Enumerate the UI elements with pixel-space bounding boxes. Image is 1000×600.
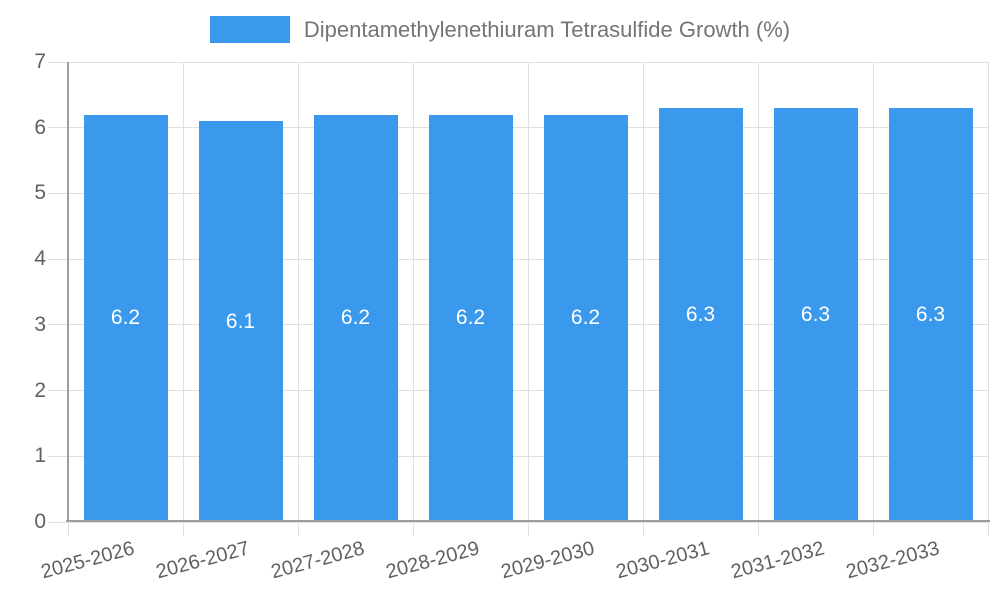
bar-value-label: 6.2 [340, 306, 371, 330]
legend-label: Dipentamethylenethiuram Tetrasulfide Gro… [303, 16, 791, 42]
y-gridline [48, 390, 988, 392]
bar-value-label: 6.2 [455, 306, 486, 330]
y-axis-tick-label: 4 [34, 247, 46, 271]
legend-swatch [209, 16, 290, 43]
x-gridline [182, 62, 184, 536]
y-axis-tick-label: 3 [34, 312, 46, 336]
bar-value-label: 6.2 [570, 306, 601, 330]
bar-value-label: 6.1 [225, 309, 256, 333]
x-gridline [527, 62, 529, 536]
x-gridline [297, 62, 299, 536]
y-axis-tick-label: 0 [34, 510, 46, 533]
plot-area: 0 1 2 3 4 5 6 7 6.2 6.1 6.2 6.2 6.2 6.3 6.3 6.3 2025-202… [34, 50, 990, 583]
y-axis-tick-label: 1 [34, 444, 46, 468]
legend[interactable]: Dipentamethylenethiuram Tetrasulfide Gro… [0, 16, 1000, 43]
x-gridline [412, 62, 414, 536]
x-gridline [872, 62, 874, 536]
bar-value-label: 6.3 [915, 303, 946, 326]
y-axis-tick-label: 6 [34, 115, 46, 139]
bar[interactable] [428, 114, 513, 522]
bar[interactable] [658, 108, 743, 522]
x-gridline [642, 62, 644, 536]
bar-value-label: 6.2 [110, 306, 141, 330]
y-axis-line [67, 62, 69, 522]
bar[interactable] [773, 108, 858, 522]
y-gridline [48, 324, 988, 326]
bar[interactable] [888, 108, 973, 522]
y-axis-tick-label: 5 [34, 181, 46, 205]
x-gridline [987, 62, 989, 536]
y-gridline [48, 192, 988, 194]
bar[interactable] [198, 121, 283, 522]
y-gridline [48, 61, 988, 63]
bar[interactable] [313, 114, 398, 522]
y-gridline [48, 521, 988, 523]
bar-value-label: 6.3 [800, 303, 831, 326]
y-axis-tick-label: 7 [34, 50, 46, 73]
y-gridline [48, 258, 988, 260]
bar[interactable] [543, 114, 628, 522]
y-gridline [48, 455, 988, 457]
y-axis-tick-label: 2 [34, 378, 46, 402]
y-gridline [48, 127, 988, 129]
bar[interactable] [83, 114, 168, 522]
bar-value-label: 6.3 [685, 303, 716, 326]
x-gridline [757, 62, 759, 536]
x-axis-line [66, 520, 990, 522]
